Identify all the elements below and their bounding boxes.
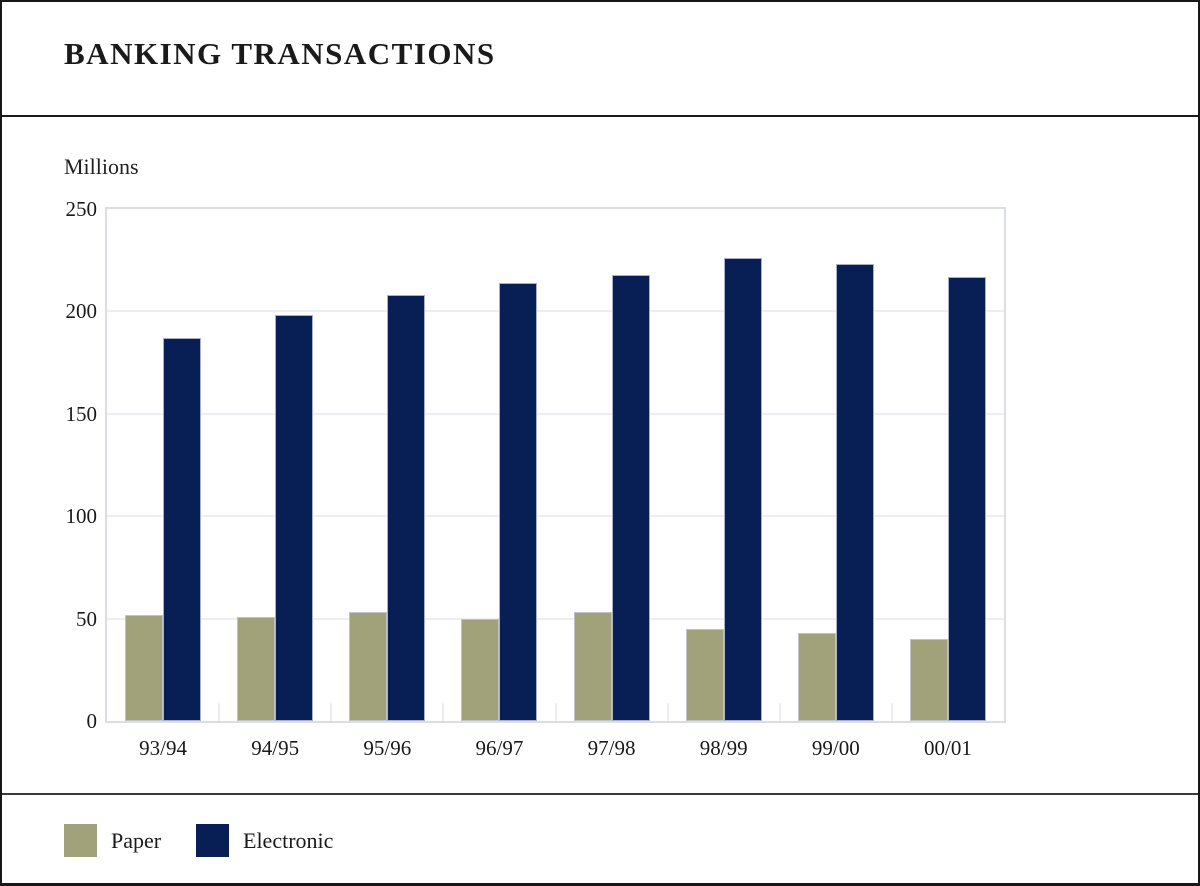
bar-electronic-99-00 [835, 264, 874, 721]
bar-paper-95-96 [349, 612, 388, 721]
x-tick-label-95-96: 95/96 [363, 736, 412, 760]
x-tick-label-96-97: 96/97 [475, 736, 524, 760]
bar-paper-97-98 [573, 612, 612, 721]
legend-label-electronic: Electronic [243, 827, 334, 853]
bar-paper-00-01 [909, 639, 948, 721]
bar-electronic-97-98 [611, 275, 650, 721]
bar-paper-96-97 [461, 619, 500, 721]
bar-electronic-98-99 [723, 258, 762, 721]
category-boundary-tick [890, 703, 893, 721]
legend-label-paper: Paper [111, 827, 162, 853]
category-boundary-tick [442, 703, 445, 721]
page-title: BANKING TRANSACTIONS [64, 36, 496, 71]
legend-item-paper: Paper [64, 824, 161, 857]
y-tick-label-0: 0 [86, 709, 98, 733]
category-boundary-tick [554, 703, 557, 721]
category-boundary-tick [778, 703, 781, 721]
category-boundary-tick [666, 703, 669, 721]
y-axis-title: Millions [64, 154, 139, 179]
y-tick-label-200: 200 [65, 299, 98, 324]
bar-electronic-00-01 [947, 277, 986, 721]
y-tick-label-250: 250 [65, 197, 98, 221]
gridline-100 [107, 515, 1004, 518]
x-tick-label-93-94: 93/94 [139, 736, 187, 760]
bar-chart-plot-area [105, 207, 1006, 723]
x-tick-label-97-98: 97/98 [587, 736, 636, 760]
bar-paper-94-95 [237, 617, 276, 721]
y-tick-label-150: 150 [65, 401, 98, 426]
bar-electronic-95-96 [387, 295, 426, 721]
bar-electronic-94-95 [275, 315, 314, 721]
category-boundary-tick [330, 703, 333, 721]
legend-swatch-electronic [196, 824, 229, 857]
bar-electronic-96-97 [499, 283, 538, 721]
x-tick-label-00-01: 00/01 [924, 736, 972, 760]
bar-electronic-93-94 [163, 338, 202, 721]
gridline-150 [107, 412, 1004, 415]
category-boundary-tick [218, 703, 221, 721]
gridline-50 [107, 617, 1004, 620]
y-tick-label-100: 100 [65, 504, 98, 529]
legend-swatch-paper [64, 824, 97, 857]
legend-item-electronic: Electronic [196, 824, 333, 857]
bar-paper-93-94 [125, 615, 164, 721]
gridline-200 [107, 310, 1004, 313]
x-tick-label-99-00: 99/00 [811, 736, 860, 760]
legend-separator-line [2, 793, 1198, 795]
bar-paper-98-99 [685, 629, 724, 721]
x-tick-label-98-99: 98/99 [699, 736, 748, 760]
bar-paper-99-00 [797, 633, 836, 721]
title-separator-line [2, 115, 1198, 117]
y-tick-label-50: 50 [76, 606, 97, 631]
x-tick-label-94-95: 94/95 [251, 736, 300, 760]
